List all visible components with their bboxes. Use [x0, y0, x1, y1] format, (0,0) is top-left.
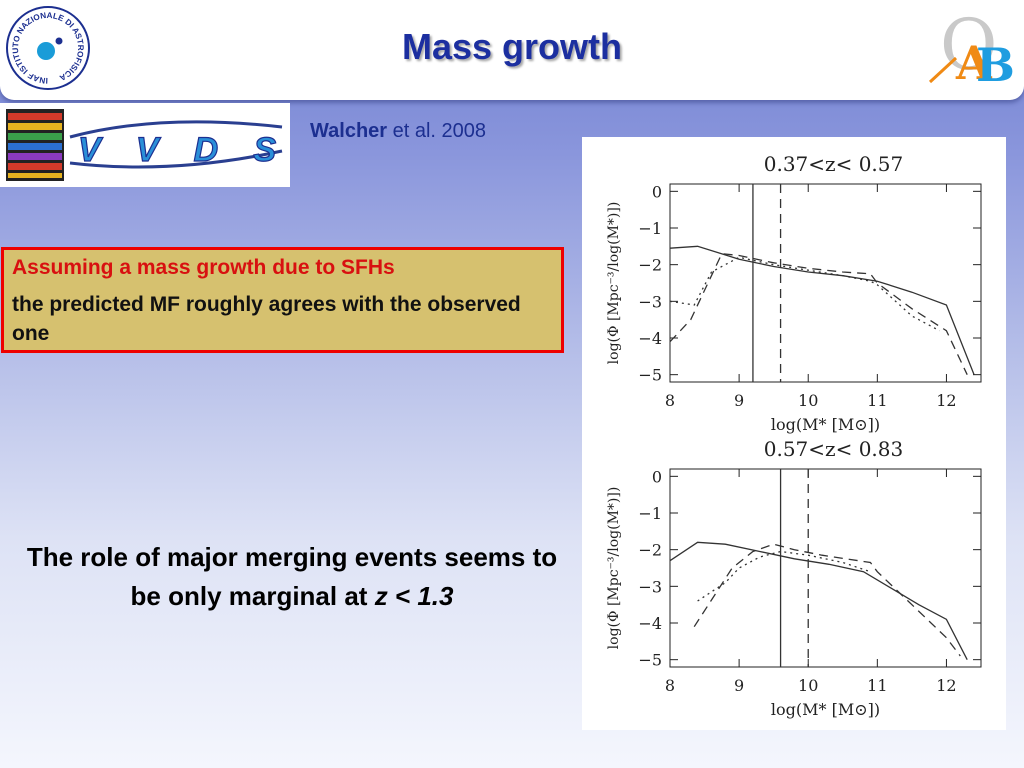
conclusion-text: The role of major merging events seems t…	[14, 538, 570, 616]
slide-header: INAF ISTITUTO NAZIONALE DI ASTROFISICA M…	[0, 0, 1024, 100]
inaf-dot-icon	[37, 42, 55, 60]
conclusion-redshift: z < 1.3	[374, 581, 454, 611]
vvds-wordmark: VVDS	[78, 131, 276, 169]
y-tick-label: −4	[638, 329, 662, 348]
mass-function-figure: 0.37<z< 0.57 8 9 10 11 12 0 −1 −2 −3 −4 −5 log(M* [M…	[582, 137, 1006, 730]
plot-frame	[669, 183, 982, 383]
plot-frame	[669, 468, 982, 668]
panel-title: 0.57<z< 0.83	[764, 437, 903, 461]
y-tick-label: 0	[652, 182, 662, 201]
series-line-dashed	[693, 543, 961, 657]
vvds-logo-box: VVDS	[0, 103, 290, 187]
y-tick-label: −2	[638, 256, 662, 275]
series-line-solid	[669, 245, 975, 375]
y-tick-label: −3	[638, 292, 662, 311]
x-tick-label: 10	[798, 391, 818, 410]
slide-title: Mass growth	[401, 26, 623, 67]
citation-rest: et al. 2008	[392, 120, 487, 142]
y-tick-label: −1	[638, 219, 662, 238]
citation: Walcher et al. 2008	[310, 120, 486, 143]
oab-logo: O A B	[926, 4, 1018, 92]
conclusion-main: The role of major merging events seems t…	[26, 542, 558, 611]
inaf-logo: INAF ISTITUTO NAZIONALE DI ASTROFISICA	[6, 6, 90, 90]
x-tick-label: 10	[798, 676, 818, 695]
series-line-dotted	[697, 550, 871, 602]
y-tick-label: −5	[638, 651, 662, 670]
x-tick-label: 11	[867, 676, 887, 695]
series-line-solid	[669, 541, 968, 660]
mass-function-plots: 0.37<z< 0.57 8 9 10 11 12 0 −1 −2 −3 −4 −5 log(M* [M…	[606, 152, 982, 719]
x-axis-label: log(M* [M⊙])	[771, 700, 880, 719]
x-tick-label: 8	[665, 391, 675, 410]
x-tick-label: 11	[867, 391, 887, 410]
y-tick-label: −2	[638, 541, 662, 560]
y-tick-label: −4	[638, 614, 662, 633]
panel-title: 0.37<z< 0.57	[764, 152, 903, 176]
series-line-dashed	[669, 253, 968, 375]
y-axis-label: log(Φ [Mpc⁻³/log(M*)])	[606, 202, 622, 365]
x-tick-label: 9	[734, 676, 744, 695]
y-tick-label: −1	[638, 504, 662, 523]
x-tick-label: 9	[734, 391, 744, 410]
callout-heading: Assuming a mass growth due to SFHs	[12, 256, 395, 279]
mass-function-panel-2: 0.57<z< 0.83 8 9 10 11 12 0 −1 −2 −3 −4 −5 log(M* [M…	[606, 437, 982, 719]
x-tick-label: 12	[936, 391, 956, 410]
y-tick-label: −3	[638, 577, 662, 596]
mass-function-panel-1: 0.37<z< 0.57 8 9 10 11 12 0 −1 −2 −3 −4 −5 log(M* [M…	[606, 152, 982, 434]
series-line-dotted	[669, 256, 940, 332]
spectra-strip-icon	[6, 109, 64, 181]
y-tick-label: 0	[652, 467, 662, 486]
y-axis-label: log(Φ [Mpc⁻³/log(M*)])	[606, 487, 622, 650]
callout-box: Assuming a mass growth due to SFHs the p…	[1, 247, 564, 353]
y-tick-label: −5	[638, 366, 662, 385]
citation-author: Walcher	[310, 120, 388, 142]
x-axis-label: log(M* [M⊙])	[771, 415, 880, 434]
callout-body: the predicted MF roughly agrees with the…	[12, 293, 521, 345]
x-tick-label: 12	[936, 676, 956, 695]
x-tick-label: 8	[665, 676, 675, 695]
